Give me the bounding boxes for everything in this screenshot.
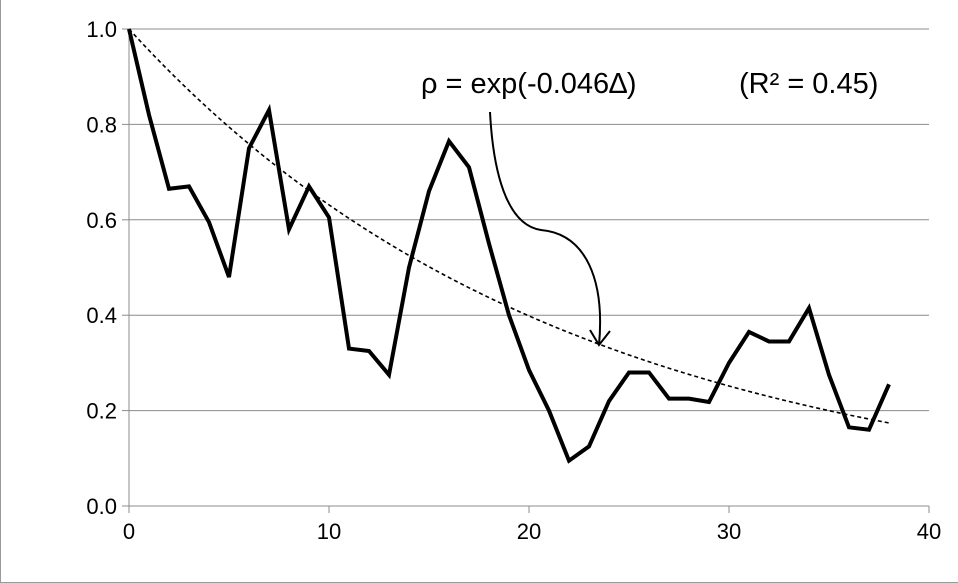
x-tick-label-1: 10	[317, 519, 341, 544]
y-tick-label-4: 0.8	[86, 112, 117, 137]
fit-curve	[128, 28, 890, 424]
x-tick-label-3: 30	[717, 519, 741, 544]
r-squared-annotation: (R² = 0.45)	[739, 68, 878, 100]
gridlines	[122, 28, 929, 507]
x-tick-label-4: 40	[917, 519, 941, 544]
annotation-group: ρ = exp(-0.046∆) (R² = 0.45)	[421, 68, 878, 347]
y-tick-label-3: 0.6	[86, 208, 117, 233]
data-series-line	[127, 28, 891, 464]
annotation-arrowhead	[589, 329, 611, 347]
y-tick-label-1: 0.2	[86, 399, 117, 424]
data-series-group	[127, 28, 891, 464]
x-axis-tick-labels: 0 10 20 30 40	[123, 519, 941, 544]
x-tick-label-0: 0	[123, 519, 135, 544]
fit-curve-group	[128, 28, 890, 424]
y-tick-label-2: 0.4	[86, 303, 117, 328]
y-axis-tick-labels: 0.0 0.2 0.4 0.6 0.8 1.0	[86, 17, 117, 519]
y-tick-label-0: 0.0	[86, 494, 117, 519]
annotation-arrow	[489, 111, 601, 346]
equation-annotation: ρ = exp(-0.046∆)	[421, 68, 637, 100]
x-tick-label-2: 20	[517, 519, 541, 544]
y-tick-label-5: 1.0	[86, 17, 117, 42]
axes	[128, 29, 930, 513]
